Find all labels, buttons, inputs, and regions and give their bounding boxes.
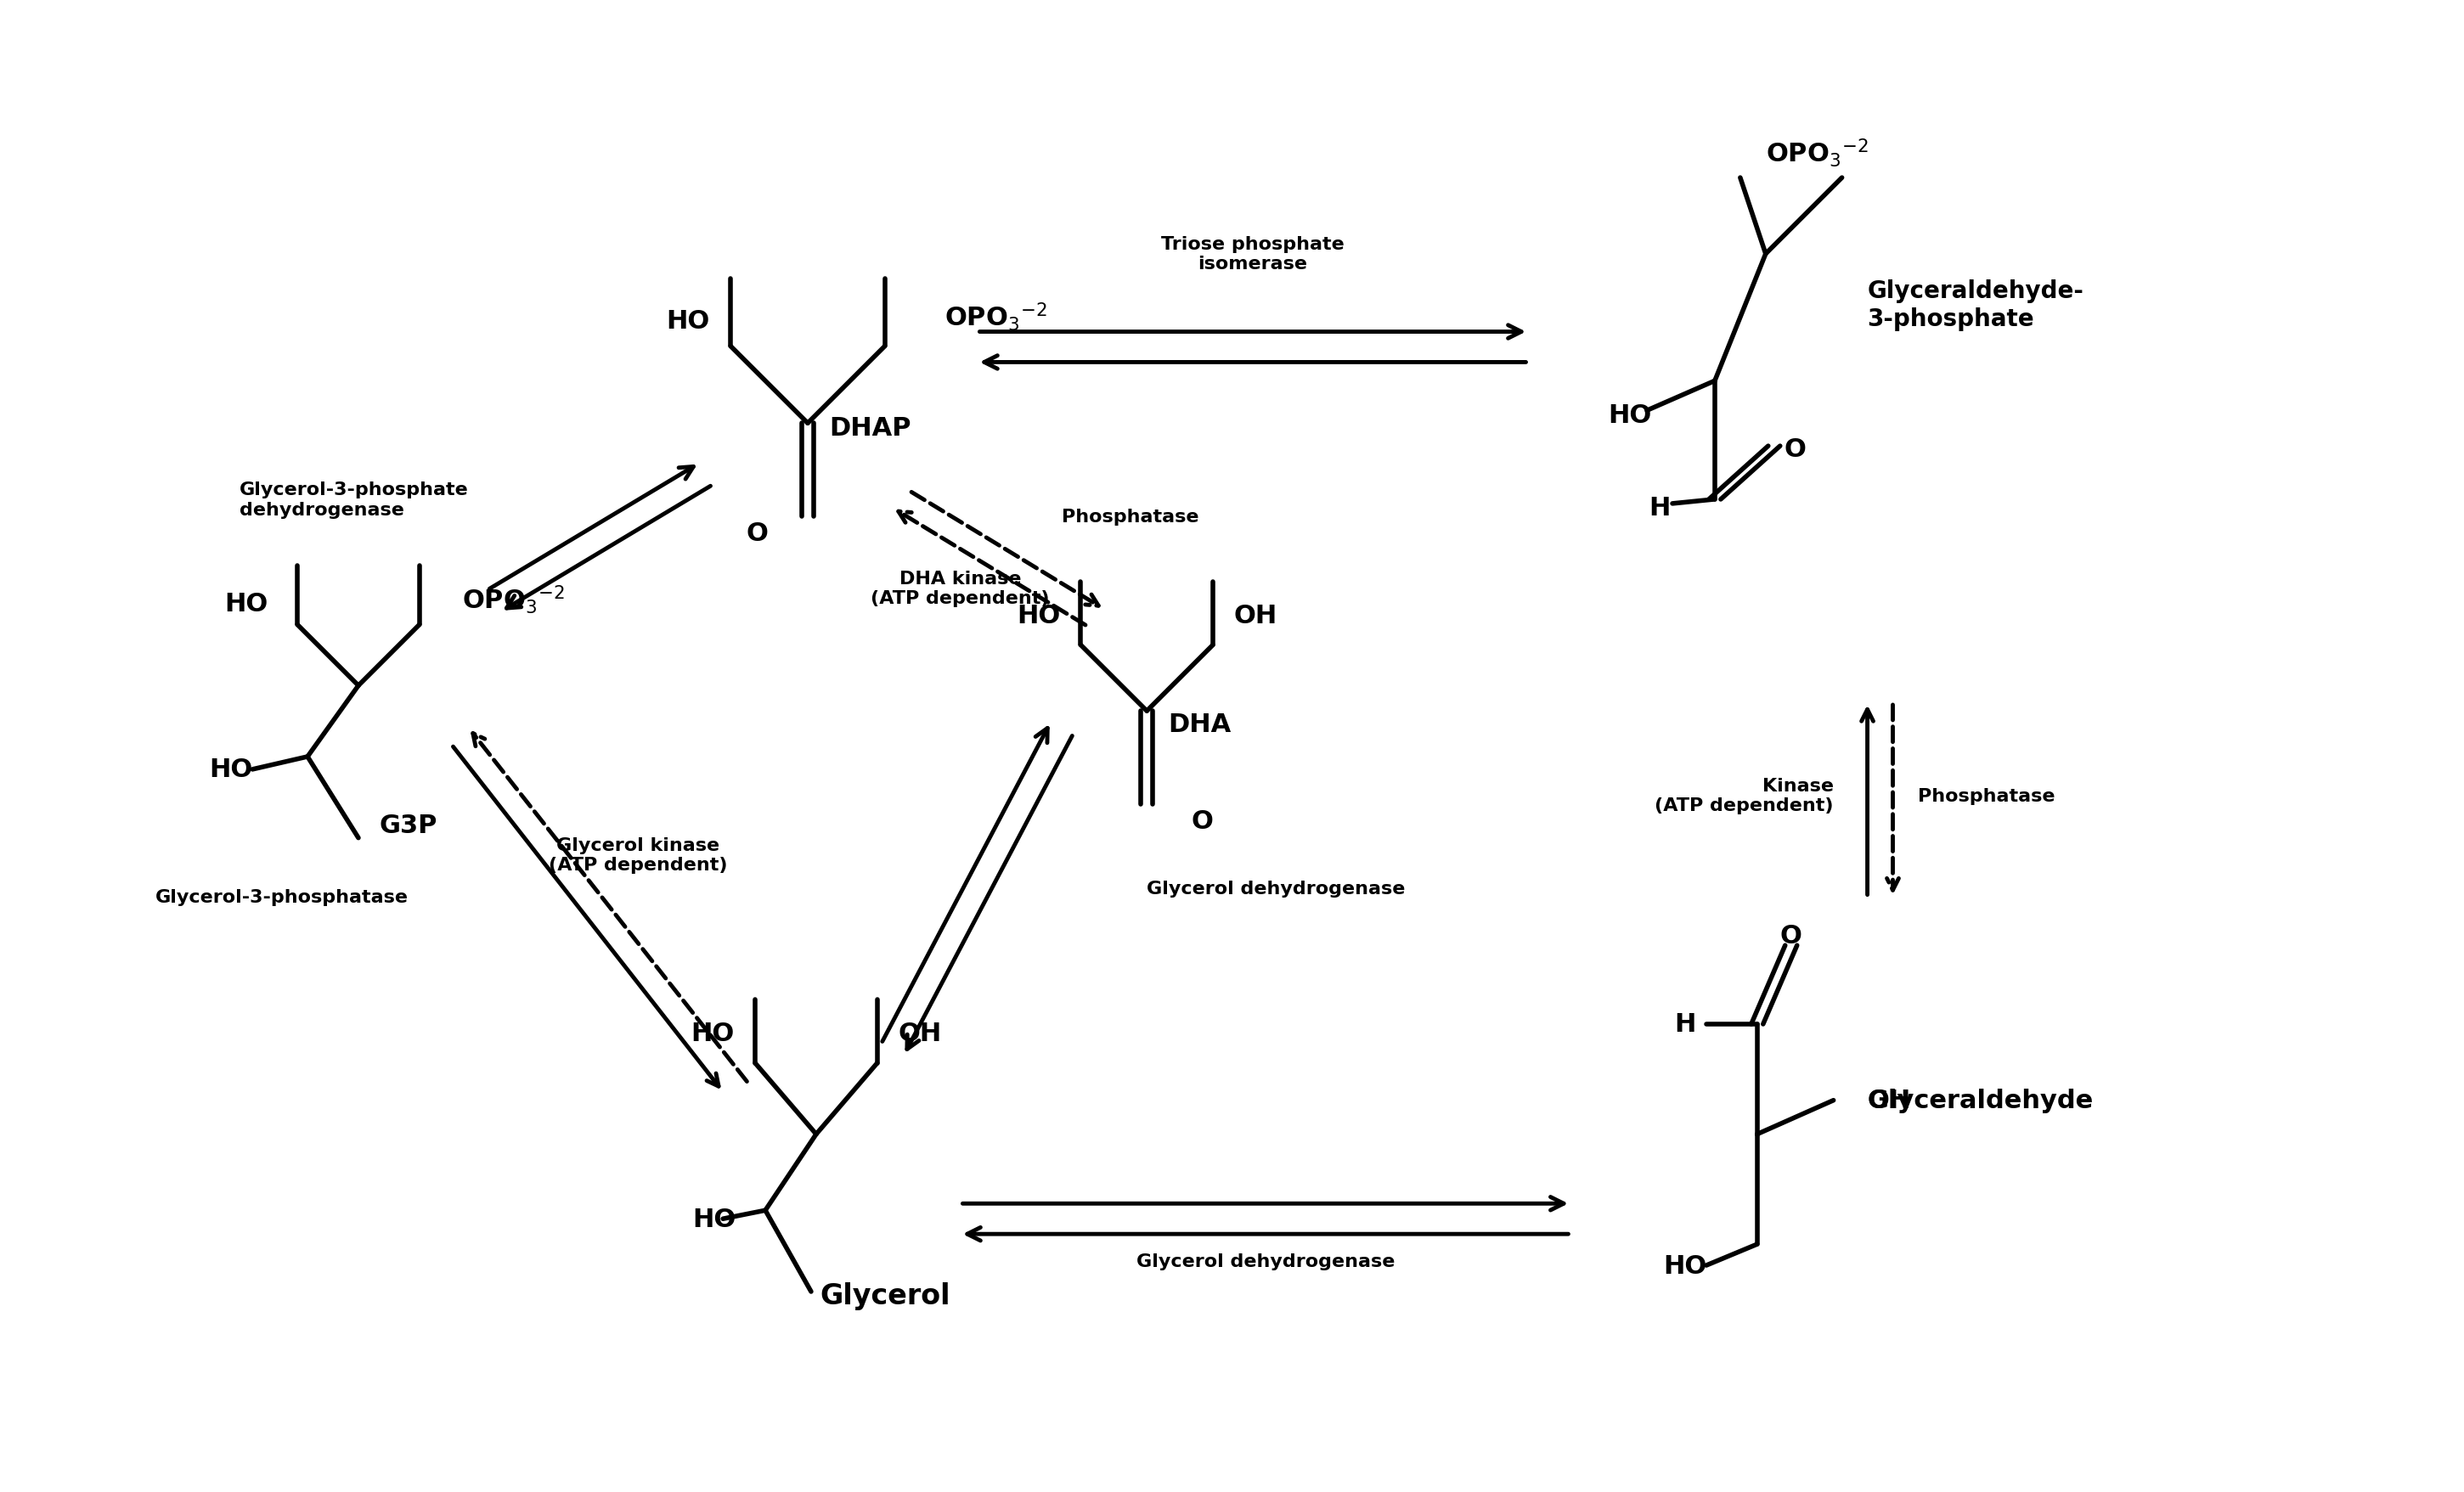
Text: Glycerol: Glycerol <box>821 1282 951 1310</box>
Text: Glycerol-3-phosphate
dehydrogenase: Glycerol-3-phosphate dehydrogenase <box>239 482 468 518</box>
Text: O: O <box>1779 924 1801 947</box>
Text: OH: OH <box>1234 603 1279 628</box>
Text: G3P: G3P <box>379 813 439 839</box>
Text: Glycerol kinase
(ATP dependent): Glycerol kinase (ATP dependent) <box>549 837 727 873</box>
Text: DHA kinase
(ATP dependent): DHA kinase (ATP dependent) <box>870 570 1050 607</box>
Text: H: H <box>1676 1012 1695 1037</box>
Text: Glycerol dehydrogenase: Glycerol dehydrogenase <box>1136 1253 1395 1270</box>
Text: HO: HO <box>665 309 710 334</box>
Text: HO: HO <box>692 1207 737 1231</box>
Text: Glyceraldehyde-
3-phosphate: Glyceraldehyde- 3-phosphate <box>1868 279 2085 331</box>
Text: HO: HO <box>1018 603 1060 628</box>
Text: O: O <box>1784 437 1806 461</box>
Text: O: O <box>747 521 769 546</box>
Text: OH: OH <box>1868 1088 1912 1113</box>
Text: HO: HO <box>690 1022 734 1046</box>
Text: OPO$_3$$^{-2}$: OPO$_3$$^{-2}$ <box>461 583 564 616</box>
Text: O: O <box>1190 809 1212 834</box>
Text: OPO$_3$$^{-2}$: OPO$_3$$^{-2}$ <box>1767 137 1868 169</box>
Text: HO: HO <box>224 591 269 616</box>
Text: Phosphatase: Phosphatase <box>1919 788 2055 804</box>
Text: HO: HO <box>209 758 254 782</box>
Text: Glycerol-3-phosphatase: Glycerol-3-phosphatase <box>155 889 409 906</box>
Text: Glycerol dehydrogenase: Glycerol dehydrogenase <box>1146 880 1404 898</box>
Text: H: H <box>1648 495 1671 521</box>
Text: OH: OH <box>899 1022 941 1046</box>
Text: Glyceraldehyde: Glyceraldehyde <box>1868 1088 2094 1113</box>
Text: DHA: DHA <box>1168 712 1232 737</box>
Text: OPO$_3$$^{-2}$: OPO$_3$$^{-2}$ <box>944 301 1047 333</box>
Text: DHAP: DHAP <box>828 416 912 440</box>
Text: Kinase
(ATP dependent): Kinase (ATP dependent) <box>1656 777 1833 815</box>
Text: HO: HO <box>1609 403 1651 428</box>
Text: HO: HO <box>1663 1253 1708 1277</box>
Text: Phosphatase: Phosphatase <box>1062 509 1200 525</box>
Text: Triose phosphate
isomerase: Triose phosphate isomerase <box>1161 236 1345 273</box>
